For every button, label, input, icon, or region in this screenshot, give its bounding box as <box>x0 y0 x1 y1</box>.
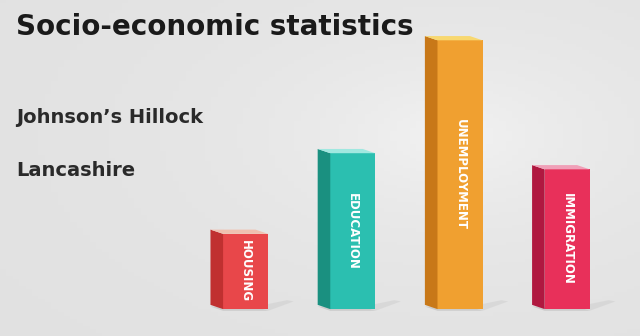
Polygon shape <box>470 300 508 311</box>
Text: Lancashire: Lancashire <box>16 161 135 180</box>
Polygon shape <box>223 234 268 309</box>
Text: HOUSING: HOUSING <box>239 241 252 302</box>
Polygon shape <box>425 36 483 40</box>
Polygon shape <box>532 165 545 309</box>
Text: UNEMPLOYMENT: UNEMPLOYMENT <box>454 119 467 230</box>
Text: EDUCATION: EDUCATION <box>346 193 359 269</box>
Text: Socio-economic statistics: Socio-economic statistics <box>16 13 413 41</box>
Polygon shape <box>317 306 375 311</box>
Polygon shape <box>545 169 589 309</box>
Text: IMMIGRATION: IMMIGRATION <box>561 193 573 285</box>
Polygon shape <box>317 149 330 309</box>
Polygon shape <box>211 229 223 309</box>
Polygon shape <box>425 306 483 311</box>
Polygon shape <box>363 300 401 311</box>
Polygon shape <box>532 306 589 311</box>
Polygon shape <box>255 300 294 311</box>
Polygon shape <box>577 300 616 311</box>
Text: Johnson’s Hillock: Johnson’s Hillock <box>16 108 203 127</box>
Polygon shape <box>211 229 268 234</box>
Polygon shape <box>211 306 268 311</box>
Polygon shape <box>330 153 375 309</box>
Polygon shape <box>425 36 438 309</box>
Polygon shape <box>438 40 483 309</box>
Polygon shape <box>532 165 589 169</box>
Polygon shape <box>317 149 375 153</box>
